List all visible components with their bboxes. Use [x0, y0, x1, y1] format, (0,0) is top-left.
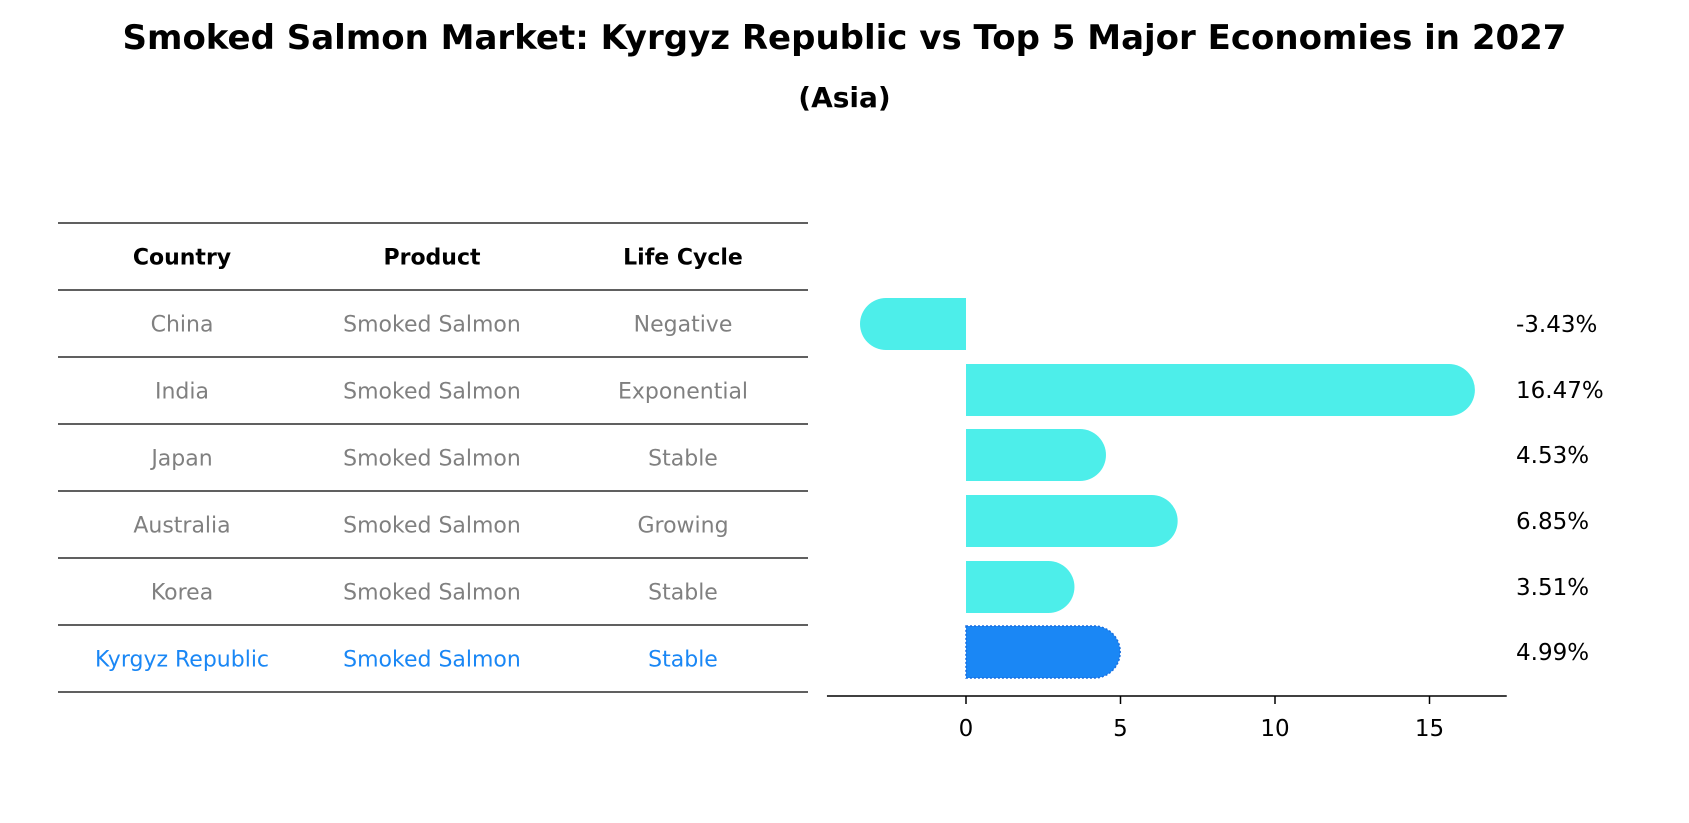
bar	[966, 429, 1106, 481]
table-cell-country: Australia	[133, 514, 230, 539]
table-cell-product: Smoked Salmon	[343, 380, 521, 405]
table-cell-country: India	[155, 380, 209, 405]
bar-highlight	[965, 625, 1121, 679]
x-tick-label: 0	[959, 716, 974, 742]
table-row: Japan Smoked Salmon Stable	[149, 447, 718, 472]
bar-value-label: 4.99%	[1516, 640, 1589, 666]
bar	[860, 298, 966, 350]
table-cell-life-cycle: Negative	[634, 313, 733, 338]
bar-value-label: 3.51%	[1516, 575, 1589, 601]
x-tick-label: 15	[1415, 716, 1444, 742]
table-row: Australia Smoked Salmon Growing	[133, 514, 728, 539]
table-cell-country: China	[151, 313, 214, 338]
x-tick-label: 10	[1260, 716, 1289, 742]
bar-value-label: -3.43%	[1516, 312, 1597, 338]
table-cell-country: Korea	[151, 581, 213, 606]
table-cell-life-cycle: Exponential	[618, 380, 748, 405]
bar-value-label: 6.85%	[1516, 509, 1589, 535]
table-cell-country: Japan	[149, 447, 212, 472]
table-row: China Smoked Salmon Negative	[151, 313, 733, 338]
bar	[966, 364, 1475, 416]
table-header-product: Product	[383, 246, 481, 271]
table-cell-life-cycle: Stable	[648, 447, 718, 472]
table-row: Kyrgyz Republic Smoked Salmon Stable	[95, 648, 718, 673]
table-row: India Smoked Salmon Exponential	[155, 380, 748, 405]
table-cell-life-cycle: Stable	[648, 648, 718, 673]
table-cell-life-cycle: Growing	[637, 514, 728, 539]
table-cell-product: Smoked Salmon	[343, 313, 521, 338]
table-cell-country: Kyrgyz Republic	[95, 648, 269, 673]
x-tick-label: 5	[1113, 716, 1128, 742]
table-cell-product: Smoked Salmon	[343, 514, 521, 539]
bar	[966, 495, 1178, 547]
chart-title: Smoked Salmon Market: Kyrgyz Republic vs…	[122, 18, 1567, 58]
table-cell-product: Smoked Salmon	[343, 581, 521, 606]
table-cell-life-cycle: Stable	[648, 581, 718, 606]
chart-subtitle: (Asia)	[798, 81, 891, 114]
bar-value-label: 4.53%	[1516, 443, 1589, 469]
bar-value-label: 16.47%	[1516, 378, 1604, 404]
table-cell-product: Smoked Salmon	[343, 447, 521, 472]
table-row: Korea Smoked Salmon Stable	[151, 581, 718, 606]
bar	[966, 561, 1075, 613]
table-header-life-cycle: Life Cycle	[623, 246, 743, 271]
table-cell-product: Smoked Salmon	[343, 648, 521, 673]
table-header-country: Country	[133, 246, 231, 271]
